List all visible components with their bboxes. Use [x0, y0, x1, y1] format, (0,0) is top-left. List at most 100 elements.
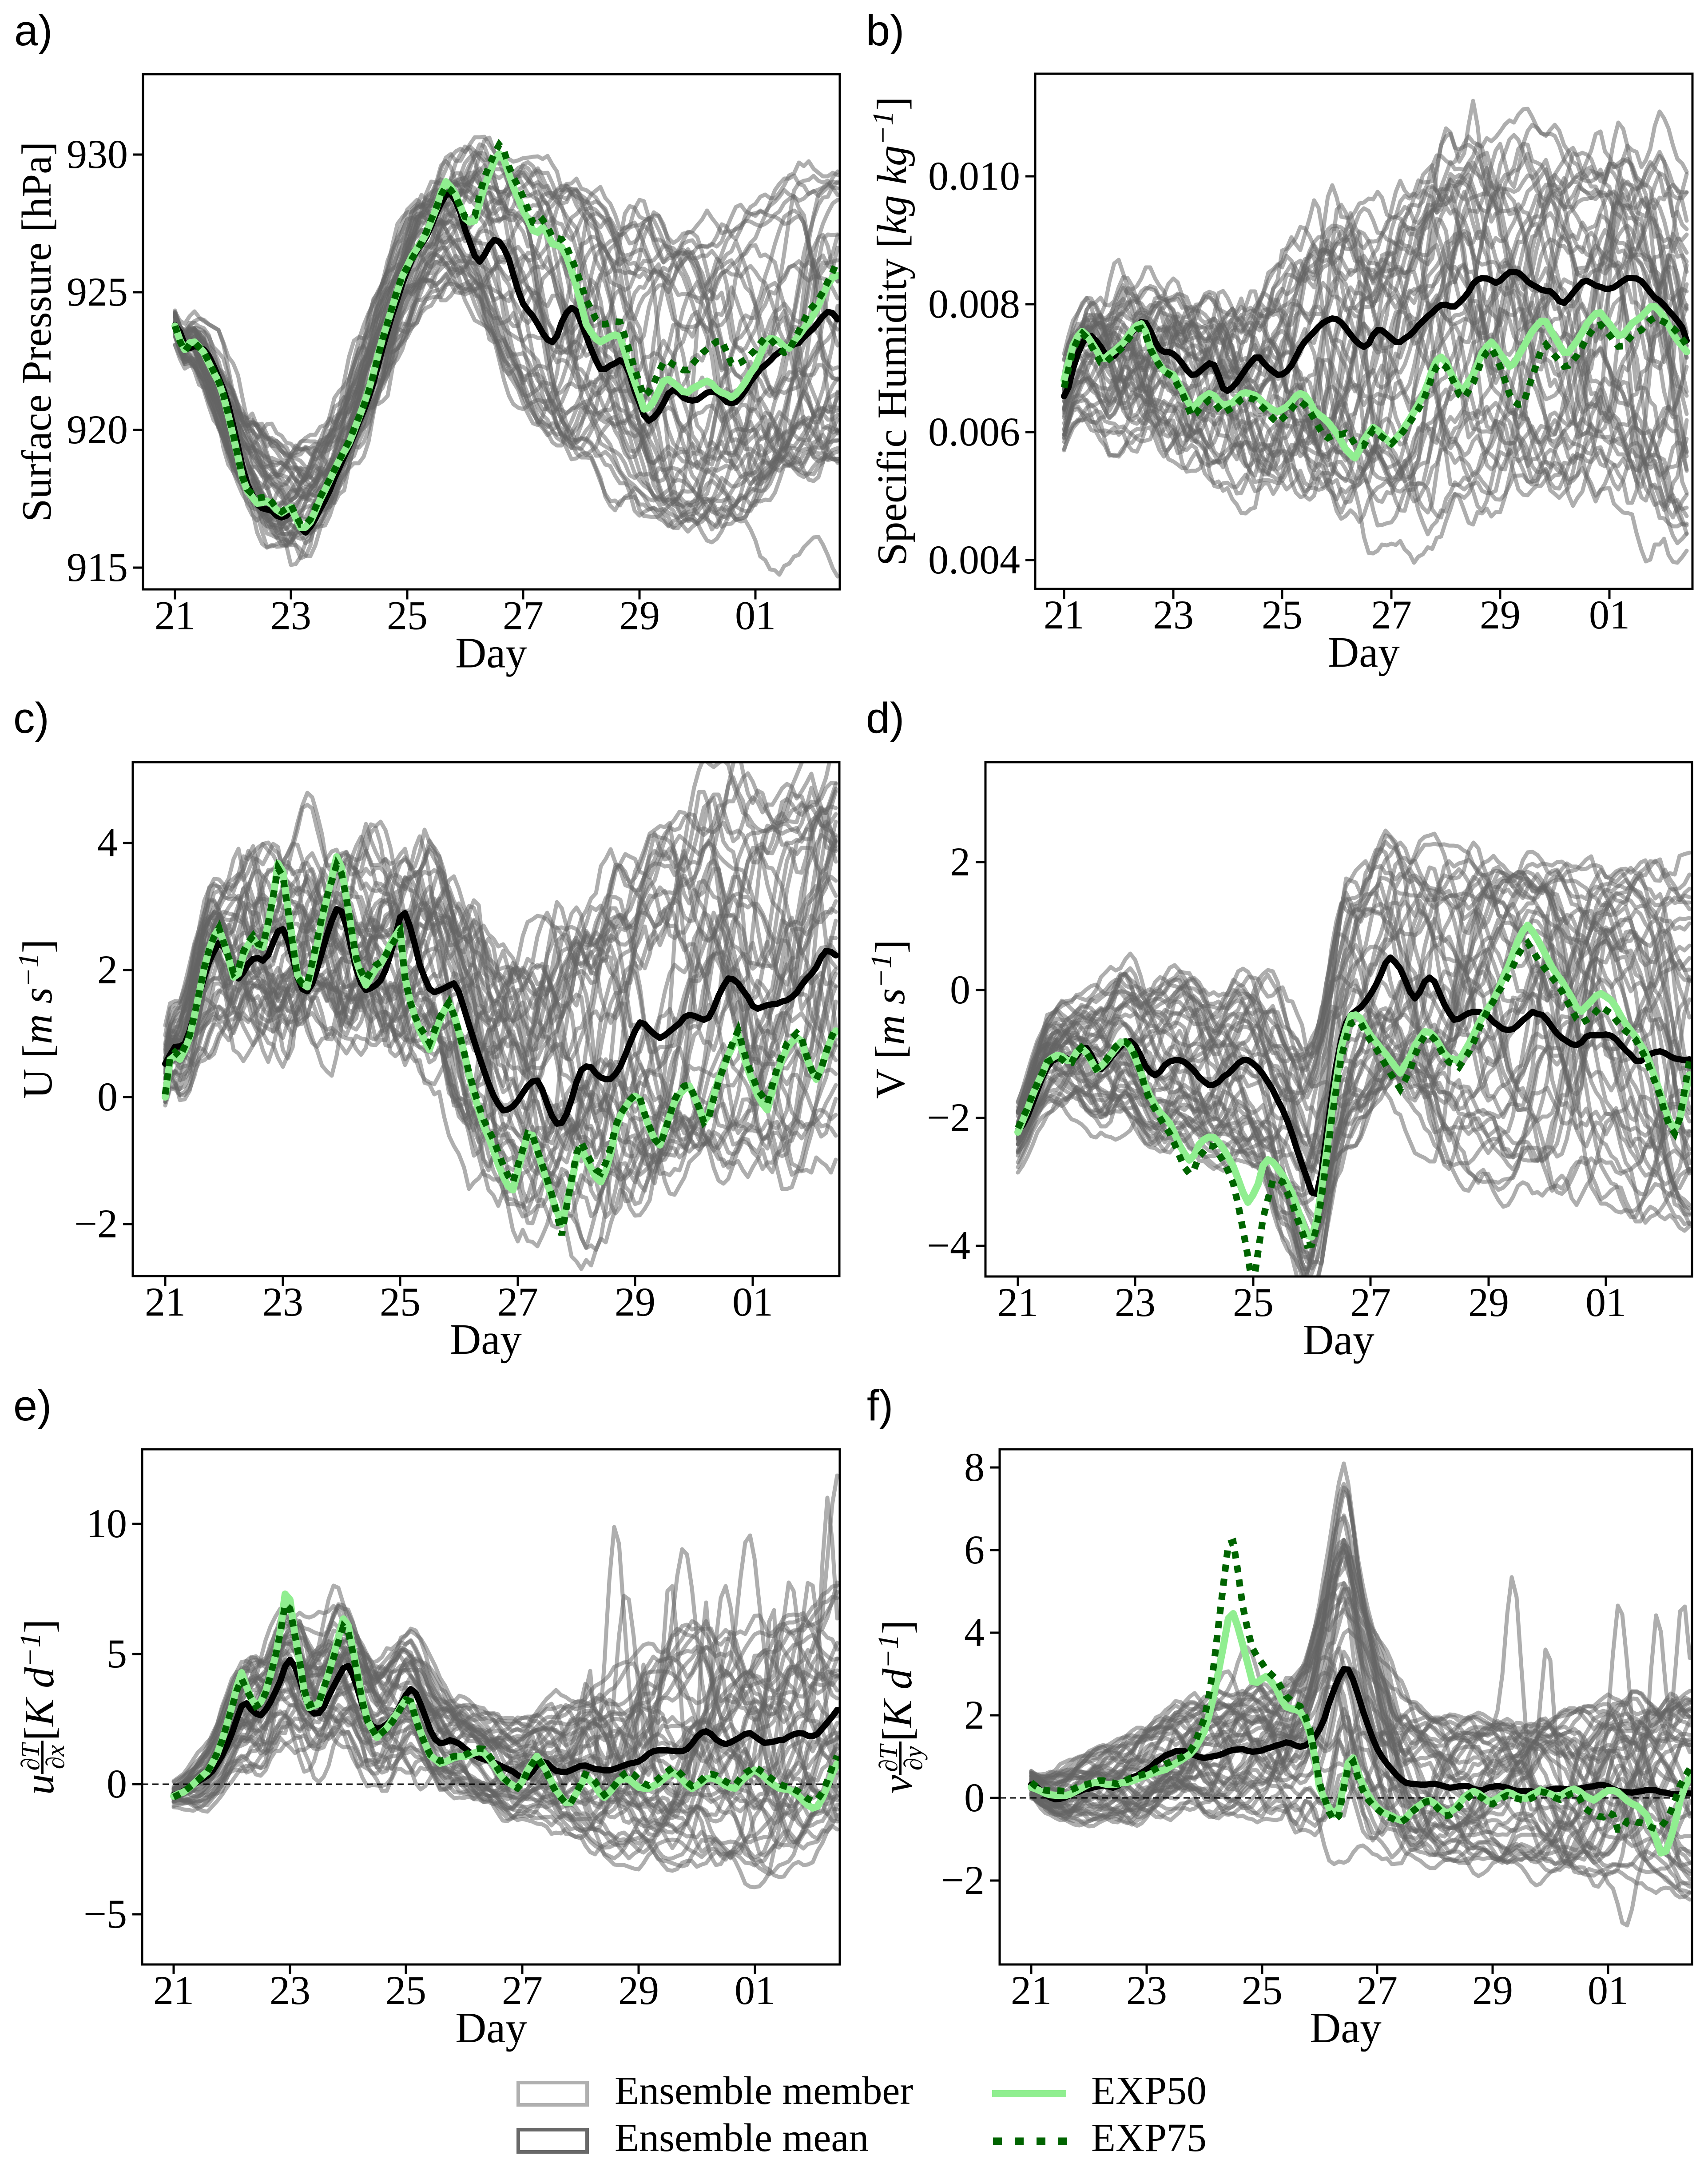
svg-text:U [: U [	[15, 1044, 61, 1099]
svg-text:23: 23	[270, 1968, 310, 2013]
svg-text:K d: K d	[16, 1667, 63, 1727]
svg-text:f): f)	[867, 1381, 893, 1430]
svg-text:4: 4	[97, 820, 118, 865]
svg-text:25: 25	[380, 1279, 421, 1324]
svg-text:−2: −2	[941, 1857, 985, 1903]
svg-text:]: ]	[16, 1619, 63, 1633]
svg-text:]: ]	[15, 939, 61, 953]
svg-text:EXP50: EXP50	[1091, 2069, 1207, 2113]
svg-text:Specific Humidity [: Specific Humidity [	[869, 234, 915, 566]
svg-text:kg kg: kg kg	[869, 145, 915, 235]
svg-text:0: 0	[964, 1775, 985, 1820]
svg-text:2: 2	[950, 839, 970, 884]
svg-text:]: ]	[867, 940, 914, 954]
svg-text:−1: −1	[865, 954, 898, 988]
svg-text:920: 920	[67, 407, 128, 452]
svg-text:5: 5	[107, 1631, 127, 1676]
svg-text:−1: −1	[867, 111, 899, 145]
svg-text:2: 2	[97, 947, 118, 992]
svg-text:e): e)	[13, 1381, 52, 1430]
svg-text:0.006: 0.006	[928, 409, 1020, 454]
svg-text:Day: Day	[1303, 1316, 1374, 1364]
svg-text:]: ]	[869, 97, 915, 111]
svg-text:925: 925	[67, 269, 128, 314]
svg-text:21: 21	[153, 1968, 194, 2013]
svg-text:u: u	[16, 1774, 63, 1795]
svg-text:Day: Day	[1328, 628, 1400, 676]
svg-text:4: 4	[964, 1610, 985, 1655]
svg-text:−1: −1	[14, 1633, 47, 1667]
svg-text:29: 29	[619, 593, 660, 638]
svg-text:Day: Day	[455, 629, 527, 677]
svg-text:01: 01	[1588, 1968, 1629, 2013]
svg-text:m s: m s	[15, 987, 61, 1044]
svg-text:K d: K d	[874, 1668, 921, 1729]
svg-text:8: 8	[964, 1444, 985, 1490]
svg-text:25: 25	[1233, 1280, 1274, 1325]
svg-text:Day: Day	[1310, 2004, 1382, 2052]
svg-text:0.010: 0.010	[928, 153, 1020, 199]
svg-text:25: 25	[1262, 592, 1303, 637]
svg-text:0.008: 0.008	[928, 281, 1020, 326]
svg-text:01: 01	[735, 1968, 775, 2013]
svg-text:[: [	[16, 1727, 63, 1741]
svg-text:−1: −1	[872, 1634, 905, 1669]
svg-text:01: 01	[1585, 1280, 1626, 1325]
svg-text:21: 21	[1011, 1968, 1052, 2013]
svg-text:]: ]	[874, 1620, 921, 1634]
svg-text:29: 29	[618, 1968, 659, 2013]
svg-text:d): d)	[866, 694, 904, 742]
svg-text:Ensemble member: Ensemble member	[615, 2069, 913, 2113]
svg-text:−1: −1	[12, 953, 45, 987]
svg-text:[: [	[874, 1728, 921, 1742]
svg-text:23: 23	[262, 1279, 303, 1324]
svg-text:0: 0	[950, 967, 970, 1012]
svg-text:0: 0	[107, 1761, 127, 1806]
svg-text:930: 930	[67, 131, 128, 177]
svg-text:−4: −4	[927, 1223, 970, 1268]
svg-text:Surface Pressure [hPa]: Surface Pressure [hPa]	[14, 142, 60, 522]
svg-text:Day: Day	[455, 2004, 527, 2052]
svg-text:−2: −2	[927, 1095, 970, 1140]
svg-text:−5: −5	[83, 1891, 127, 1936]
svg-text:2: 2	[964, 1692, 985, 1738]
svg-text:01: 01	[1589, 592, 1630, 637]
svg-text:25: 25	[387, 593, 428, 638]
svg-text:a): a)	[14, 6, 52, 55]
svg-text:27: 27	[1371, 592, 1412, 637]
svg-text:23: 23	[1153, 592, 1194, 637]
svg-text:25: 25	[1242, 1968, 1283, 2013]
svg-text:V [: V [	[867, 1045, 914, 1099]
svg-text:01: 01	[735, 593, 776, 638]
svg-text:EXP75: EXP75	[1091, 2116, 1207, 2160]
svg-text:21: 21	[155, 593, 195, 638]
svg-text:∂y: ∂y	[899, 1746, 928, 1771]
svg-text:∂T: ∂T	[16, 1742, 45, 1771]
svg-text:23: 23	[270, 593, 311, 638]
svg-text:29: 29	[1480, 592, 1521, 637]
svg-text:21: 21	[997, 1280, 1038, 1325]
svg-text:915: 915	[67, 545, 128, 590]
svg-text:−2: −2	[74, 1201, 118, 1246]
svg-text:29: 29	[1468, 1280, 1509, 1325]
svg-text:0.004: 0.004	[928, 537, 1020, 582]
svg-text:∂x: ∂x	[41, 1745, 70, 1769]
svg-text:23: 23	[1115, 1280, 1156, 1325]
svg-text:0: 0	[97, 1074, 118, 1119]
svg-text:c): c)	[13, 694, 49, 742]
svg-text:10: 10	[86, 1501, 127, 1546]
svg-text:21: 21	[1044, 592, 1084, 637]
svg-text:m s: m s	[867, 988, 914, 1045]
svg-text:27: 27	[502, 1968, 543, 2013]
svg-text:27: 27	[1357, 1968, 1398, 2013]
svg-text:Day: Day	[450, 1316, 522, 1363]
svg-text:29: 29	[615, 1279, 655, 1324]
svg-text:01: 01	[732, 1279, 773, 1324]
svg-text:27: 27	[497, 1279, 538, 1324]
svg-text:∂T: ∂T	[874, 1743, 903, 1772]
svg-text:27: 27	[503, 593, 544, 638]
svg-text:Ensemble mean: Ensemble mean	[615, 2116, 869, 2160]
svg-text:27: 27	[1350, 1280, 1391, 1325]
svg-text:v: v	[874, 1775, 921, 1793]
svg-text:b): b)	[866, 6, 904, 55]
